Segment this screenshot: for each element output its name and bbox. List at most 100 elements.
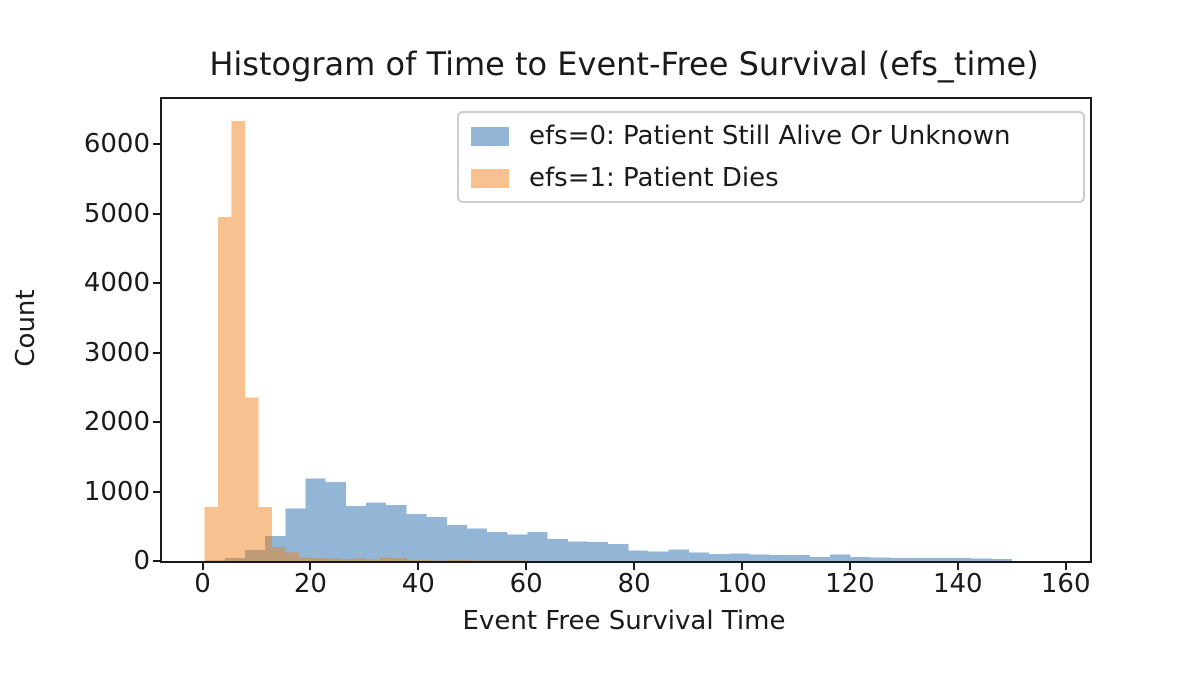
series-1-bars [204, 121, 529, 561]
x-tick-mark [525, 561, 528, 570]
histogram-bar [386, 505, 407, 561]
histogram-bar [830, 554, 851, 561]
histogram-bar [628, 550, 649, 561]
histogram-bar [345, 506, 367, 561]
y-tick-label: 2000 [83, 407, 150, 438]
histogram-bar [910, 557, 932, 561]
histogram-bar [420, 560, 434, 561]
x-tick-label: 40 [401, 569, 435, 599]
legend-label-efs0: efs=0: Patient Still Alive Or Unknown [529, 121, 1011, 151]
histogram-bar [608, 543, 629, 561]
histogram-bar [285, 508, 306, 561]
legend-item-efs1: efs=1: Patient Dies [471, 160, 1083, 196]
y-tick-mark [153, 490, 162, 493]
y-tick-mark [153, 282, 162, 285]
x-tick-mark [956, 561, 959, 570]
y-tick-label: 3000 [83, 337, 150, 368]
histogram-bar [527, 531, 548, 561]
plot-area: 0 20 40 60 80 100 120 140 160 0 1000 2000 3000 4000 5… [84, 97, 1092, 598]
histogram-bar [688, 552, 710, 561]
y-tick-label: 0 [133, 546, 150, 576]
histogram-bar [931, 558, 952, 561]
x-tick-label: 140 [932, 569, 983, 599]
histogram-bar [446, 524, 467, 561]
histogram-bar [285, 552, 300, 561]
histogram-bar [729, 553, 750, 561]
histogram-bar [218, 217, 232, 561]
x-tick-label: 20 [293, 569, 327, 599]
x-tick-label: 80 [617, 569, 651, 599]
legend: efs=0: Patient Still Alive Or Unknown ef… [457, 111, 1085, 203]
y-tick-mark [153, 212, 162, 215]
y-tick-mark [153, 143, 162, 146]
y-tick-label: 5000 [83, 198, 150, 229]
histogram-bar [474, 560, 488, 561]
x-tick-label: 120 [825, 569, 875, 599]
histogram-bar [648, 551, 669, 561]
x-tick-mark [417, 561, 420, 570]
x-tick-label: 60 [509, 569, 543, 599]
legend-swatch-efs1-icon [471, 168, 509, 188]
histogram-bar [447, 560, 461, 561]
histogram-bar [991, 558, 1012, 561]
y-tick-label: 1000 [83, 476, 150, 507]
histogram-bar [426, 517, 447, 561]
histogram-bar [466, 528, 488, 561]
histogram-bar [272, 547, 286, 561]
histogram-bar [379, 557, 394, 561]
histogram-bar [258, 506, 273, 561]
histogram-bar [312, 558, 327, 561]
x-tick-mark [1064, 561, 1067, 570]
x-tick-label: 0 [194, 569, 211, 599]
legend-item-efs0: efs=0: Patient Still Alive Or Unknown [471, 118, 1083, 154]
histogram-bar [709, 554, 730, 561]
histogram-bar [353, 558, 367, 561]
histogram-bar [299, 557, 313, 561]
histogram-bar [406, 513, 427, 561]
histogram-bar [433, 560, 448, 561]
histogram-bar [366, 502, 387, 561]
histogram-bar [668, 549, 689, 561]
histogram-bar [245, 397, 259, 561]
legend-label-efs1: efs=1: Patient Dies [529, 163, 779, 193]
histogram-bar [971, 558, 992, 561]
histogram-bar [567, 541, 589, 561]
histogram-bar [890, 557, 911, 561]
x-tick-mark [633, 561, 636, 570]
y-tick-mark [153, 421, 162, 424]
histogram-bars [204, 121, 1012, 561]
x-tick-mark [309, 561, 312, 570]
histogram-bar [339, 558, 353, 561]
histogram-bar [809, 557, 831, 561]
histogram-bar [507, 534, 528, 561]
histogram-bar [366, 559, 380, 561]
x-tick-label: 160 [1040, 569, 1091, 599]
histogram-bar [393, 558, 407, 561]
histogram-bar [406, 559, 421, 561]
histogram-bar [769, 554, 790, 561]
histogram-bar [326, 558, 340, 561]
histogram-bar [870, 557, 891, 561]
y-tick-label: 6000 [83, 129, 150, 160]
histogram-bar [305, 478, 326, 561]
y-tick-label: 4000 [83, 268, 150, 299]
histogram-bar [204, 506, 219, 561]
y-axis-label: Count [11, 289, 41, 367]
histogram-bar [224, 557, 245, 561]
histogram-bar [588, 542, 609, 561]
legend-swatch-efs0-icon [471, 126, 509, 146]
x-tick-mark [848, 561, 851, 570]
x-axis-label: Event Free Survival Time [462, 606, 786, 636]
histogram-bar [749, 554, 770, 561]
histogram-bar [547, 538, 568, 561]
series-0-bars [204, 478, 1012, 561]
histogram-bar [325, 481, 346, 561]
x-tick-label: 100 [717, 569, 767, 599]
histogram-bar [231, 121, 246, 561]
histogram-bar [850, 557, 871, 561]
y-tick-mark [153, 560, 162, 562]
histogram-bar [265, 535, 286, 561]
histogram-bar [951, 558, 972, 561]
histogram-bar [204, 560, 225, 561]
